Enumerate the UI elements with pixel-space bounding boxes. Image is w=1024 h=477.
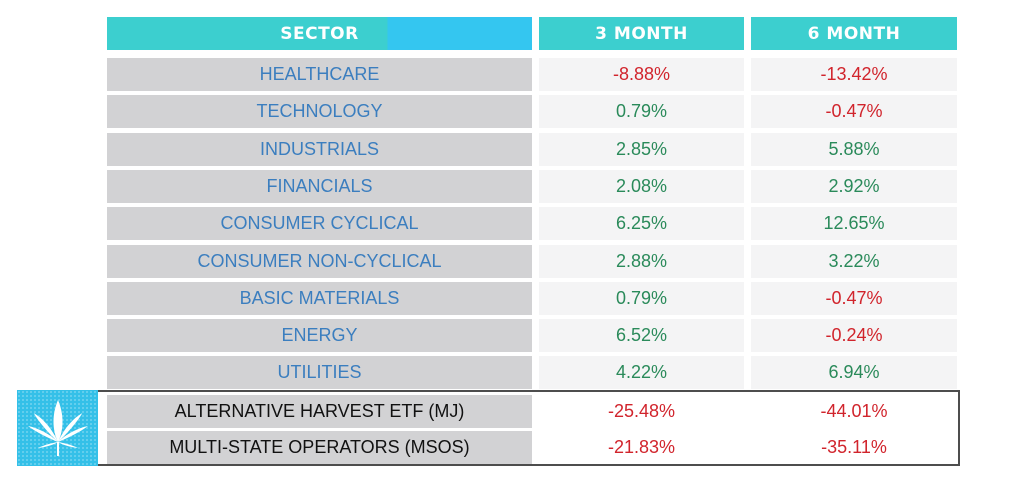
three-month-cell: 6.25% bbox=[539, 207, 744, 240]
six-month-cell: 12.65% bbox=[751, 207, 957, 240]
sector-cell: BASIC MATERIALS bbox=[107, 282, 532, 315]
sector-cell: CONSUMER NON-CYCLICAL bbox=[107, 245, 532, 278]
six-month-cell: -0.24% bbox=[751, 319, 957, 352]
six-month-cell: -0.47% bbox=[751, 95, 957, 128]
three-month-cell: 2.08% bbox=[539, 170, 744, 203]
three-month-cell: 4.22% bbox=[539, 356, 744, 389]
etf-name-cell: ALTERNATIVE HARVEST ETF (MJ) bbox=[107, 395, 532, 428]
sector-cell: HEALTHCARE bbox=[107, 58, 532, 91]
six-month-cell: 5.88% bbox=[751, 133, 957, 166]
etf-six-month-cell: -35.11% bbox=[751, 431, 957, 464]
header-3-month: 3 MONTH bbox=[539, 17, 744, 50]
sector-cell: CONSUMER CYCLICAL bbox=[107, 207, 532, 240]
etf-three-month-cell: -25.48% bbox=[539, 395, 744, 428]
header-6-month: 6 MONTH bbox=[751, 17, 957, 50]
etf-three-month-cell: -21.83% bbox=[539, 431, 744, 464]
header-sector: SECTOR bbox=[107, 17, 532, 50]
six-month-cell: -13.42% bbox=[751, 58, 957, 91]
cannabis-leaf-icon bbox=[27, 400, 88, 456]
three-month-cell: 2.88% bbox=[539, 245, 744, 278]
three-month-cell: 0.79% bbox=[539, 282, 744, 315]
etf-name-cell: MULTI-STATE OPERATORS (MSOS) bbox=[107, 431, 532, 464]
six-month-cell: 6.94% bbox=[751, 356, 957, 389]
three-month-cell: -8.88% bbox=[539, 58, 744, 91]
three-month-cell: 6.52% bbox=[539, 319, 744, 352]
cannabis-tile bbox=[17, 390, 98, 466]
sector-cell: ENERGY bbox=[107, 319, 532, 352]
sector-cell: UTILITIES bbox=[107, 356, 532, 389]
six-month-cell: 2.92% bbox=[751, 170, 957, 203]
three-month-cell: 2.85% bbox=[539, 133, 744, 166]
etf-six-month-cell: -44.01% bbox=[751, 395, 957, 428]
six-month-cell: -0.47% bbox=[751, 282, 957, 315]
sector-cell: FINANCIALS bbox=[107, 170, 532, 203]
six-month-cell: 3.22% bbox=[751, 245, 957, 278]
sector-cell: INDUSTRIALS bbox=[107, 133, 532, 166]
three-month-cell: 0.79% bbox=[539, 95, 744, 128]
sector-cell: TECHNOLOGY bbox=[107, 95, 532, 128]
